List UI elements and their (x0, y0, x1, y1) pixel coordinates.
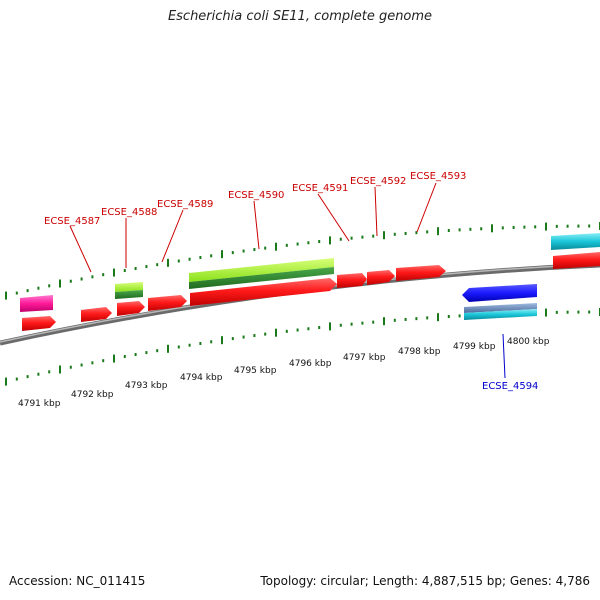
scale-label-4795: 4795 kbp (234, 366, 277, 376)
feature-ecse-4594[interactable] (462, 284, 537, 302)
feature-ecse-4588-green[interactable] (115, 290, 143, 299)
gene-label-ecse-4589: ECSE_4589 (157, 199, 213, 210)
gene-label-ecse-4590: ECSE_4590 (228, 190, 284, 201)
feature-ecse-4591[interactable] (337, 273, 367, 288)
gene-label-ecse-4588: ECSE_4588 (101, 207, 157, 218)
gene-label-ecse-4594: ECSE_4594 (482, 381, 538, 392)
feature-cds-left[interactable] (22, 316, 56, 331)
scale-labels: 4791 kbp 4792 kbp 4793 kbp 4794 kbp 4795… (18, 337, 550, 409)
scale-label-4794: 4794 kbp (180, 373, 223, 383)
feature-ecse-4594-steel[interactable] (464, 303, 537, 313)
label-leader-ecse-4594 (502, 333, 506, 379)
genome-title: Escherichia coli SE11, complete genome (167, 9, 433, 24)
scale-label-4797: 4797 kbp (343, 353, 386, 363)
scale-label-4791: 4791 kbp (18, 399, 61, 409)
scale-label-4796: 4796 kbp (289, 359, 332, 369)
gene-label-ecse-4587: ECSE_4587 (44, 216, 100, 227)
scale-label-4800: 4800 kbp (507, 337, 550, 347)
feature-ecse-4589[interactable] (148, 295, 187, 311)
feature-ecse-4587[interactable] (81, 307, 112, 322)
scale-label-4799: 4799 kbp (453, 342, 496, 352)
label-leaders (69, 182, 437, 273)
forward-strand-ticks (5, 222, 600, 300)
gene-label-ecse-4593: ECSE_4593 (410, 171, 466, 182)
scale-label-4792: 4792 kbp (71, 390, 114, 400)
feature-ecse-4590[interactable] (190, 278, 337, 306)
topology-text: Topology: circular; Length: 4,887,515 bp… (260, 574, 590, 588)
gene-features (20, 233, 600, 331)
scale-label-4793: 4793 kbp (125, 381, 168, 391)
feature-ecse-4593[interactable] (396, 265, 446, 281)
feature-ecse-4590-green[interactable] (189, 267, 334, 289)
accession-text: Accession: NC_011415 (9, 574, 146, 588)
gene-labels: ECSE_4587 ECSE_4588 ECSE_4589 ECSE_4590 … (44, 171, 538, 392)
feature-ecse-4590-lime[interactable] (189, 258, 334, 282)
feature-cds-right[interactable] (553, 252, 600, 269)
feature-ecse-4592[interactable] (367, 270, 395, 285)
feature-magenta-rna[interactable] (20, 295, 53, 312)
feature-ecse-4588-lime[interactable] (115, 282, 143, 292)
gene-label-ecse-4591: ECSE_4591 (292, 183, 348, 194)
gene-label-ecse-4592: ECSE_4592 (350, 176, 406, 187)
scale-label-4798: 4798 kbp (398, 347, 441, 357)
feature-ecse-4594-cyan[interactable] (464, 309, 537, 320)
feature-cyan-right[interactable] (551, 233, 600, 250)
feature-ecse-4588[interactable] (117, 301, 145, 316)
